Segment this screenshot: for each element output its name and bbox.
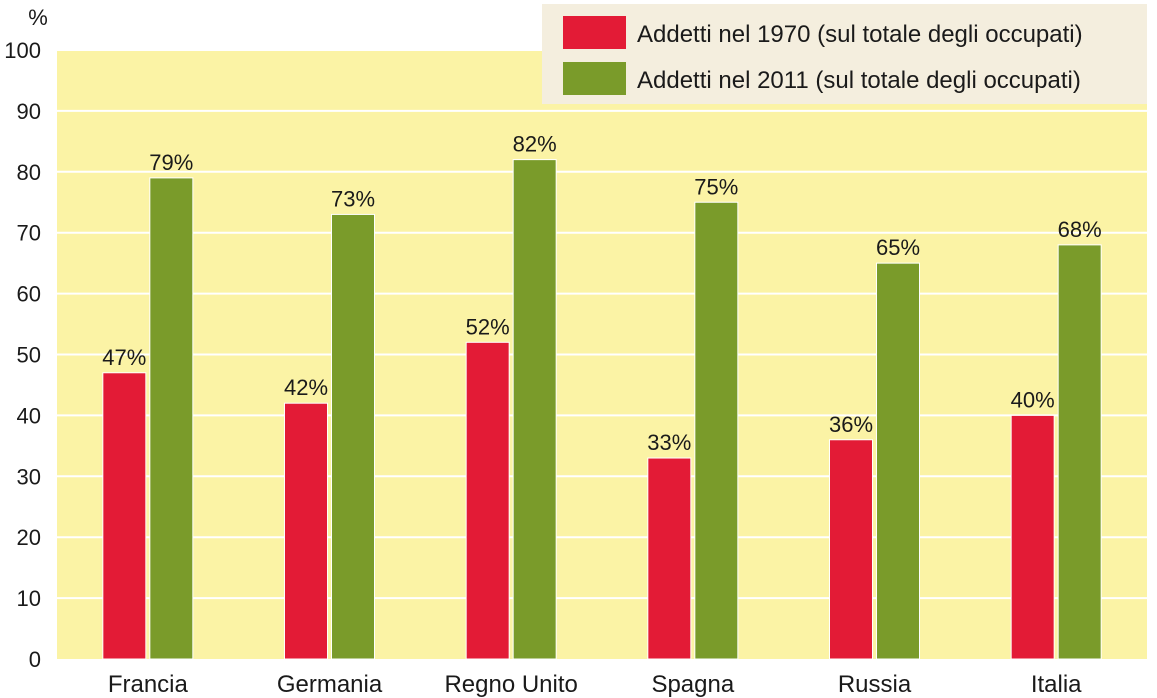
legend-label: Addetti nel 1970 (sul totale degli occup…: [637, 21, 1083, 48]
y-tick-label: 20: [17, 525, 41, 550]
data-label: 42%: [284, 375, 328, 400]
bar-2011-regno-unito: [512, 159, 557, 660]
data-label: 79%: [149, 150, 193, 175]
x-category-label: Russia: [838, 671, 912, 698]
data-label: 65%: [876, 235, 920, 260]
x-category-label: Germania: [277, 671, 383, 698]
data-label: 40%: [1011, 387, 1055, 412]
data-label: 75%: [694, 174, 738, 199]
bar-2011-spagna: [694, 201, 739, 660]
legend-swatch: [563, 16, 626, 49]
x-axis: Francia Germania Regno Unito Spagna Russia It…: [108, 671, 1082, 698]
data-label: 36%: [829, 412, 873, 437]
y-tick-label: 0: [29, 647, 41, 672]
y-tick-label: 90: [17, 99, 41, 124]
data-label: 33%: [647, 430, 691, 455]
bars-group: 47% 79% 42% 73% 52% 82% 33% 75% 36% 65% 40% 68%: [102, 132, 1102, 660]
legend-swatch: [563, 62, 626, 95]
bar-2011-russia: [876, 262, 920, 660]
bar-1970-francia: [102, 372, 147, 660]
x-category-label: Regno Unito: [444, 671, 577, 698]
y-axis: 0 10 20 30 40 50 60 70 80 90 100: [4, 38, 41, 672]
bar-1970-russia: [829, 439, 873, 660]
data-label: 73%: [331, 186, 375, 211]
x-category-label: Spagna: [651, 671, 734, 698]
bar-1970-spagna: [647, 457, 692, 660]
y-tick-label: 40: [17, 403, 41, 428]
y-tick-label: 70: [17, 221, 41, 246]
x-category-label: Italia: [1031, 671, 1082, 698]
data-label: 52%: [466, 314, 510, 339]
bar-1970-regno-unito: [465, 341, 510, 660]
legend-box: [542, 4, 1147, 104]
y-axis-unit-label: %: [28, 5, 48, 30]
y-tick-label: 30: [17, 464, 41, 489]
x-category-label: Francia: [108, 671, 189, 698]
bar-2011-francia: [149, 177, 194, 660]
legend: Addetti nel 1970 (sul totale degli occup…: [542, 4, 1147, 104]
y-tick-label: 60: [17, 282, 41, 307]
y-tick-label: 50: [17, 343, 41, 368]
bar-2011-italia: [1057, 244, 1102, 660]
bar-1970-germania: [284, 402, 328, 660]
y-tick-label: 100: [4, 38, 41, 63]
y-tick-label: 10: [17, 586, 41, 611]
bar-1970-italia: [1010, 414, 1055, 660]
data-label: 47%: [102, 345, 146, 370]
legend-label: Addetti nel 2011 (sul totale degli occup…: [637, 67, 1081, 94]
data-label: 68%: [1058, 217, 1102, 242]
data-label: 82%: [513, 132, 557, 157]
bar-2011-germania: [331, 213, 375, 660]
y-tick-label: 80: [17, 160, 41, 185]
